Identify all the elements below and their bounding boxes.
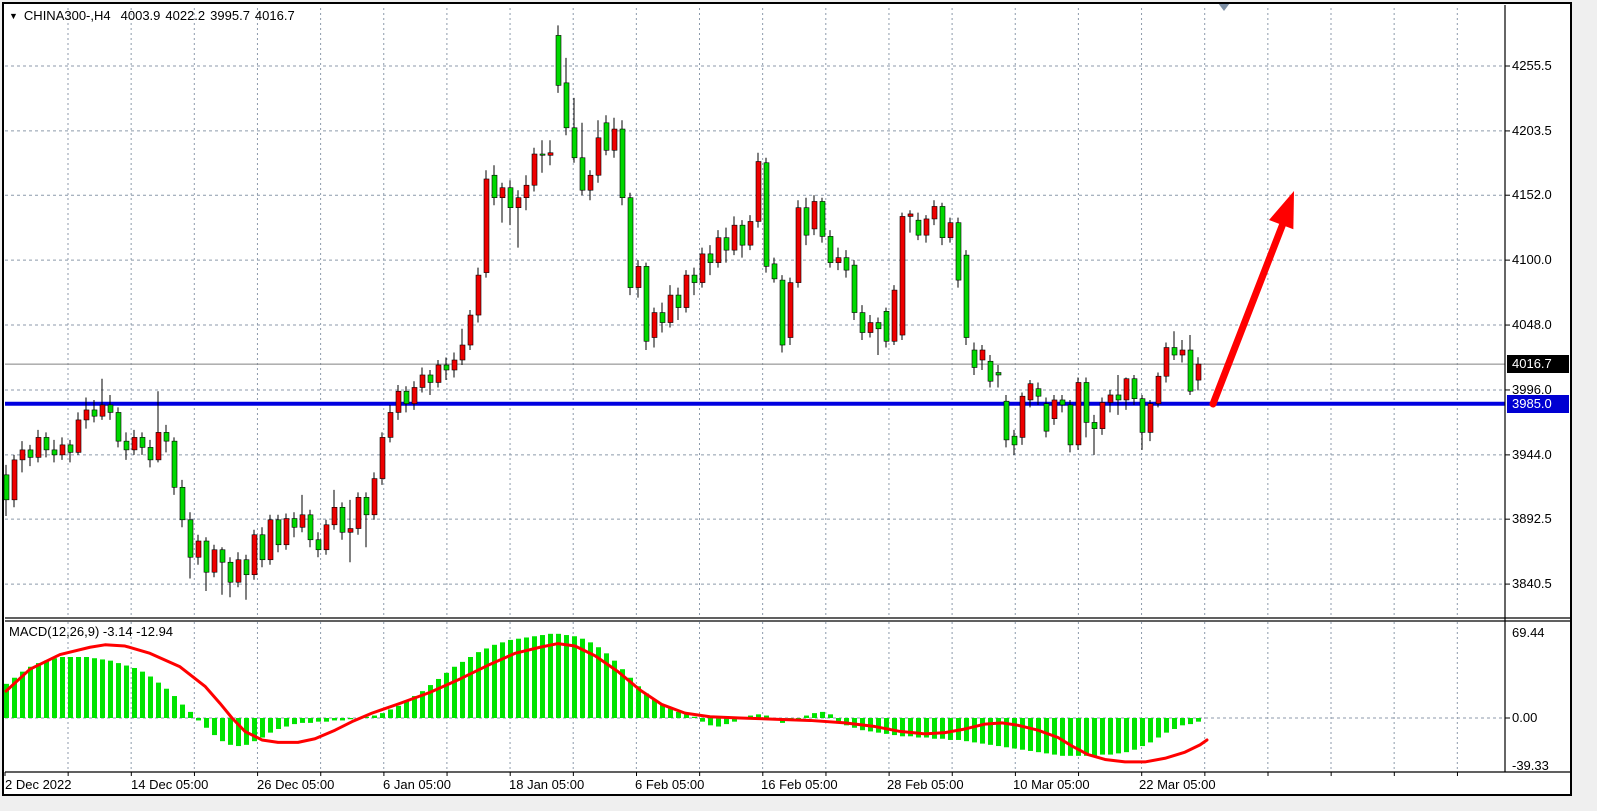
open-value: 4003.9 bbox=[120, 8, 161, 23]
current-price-badge: 4016.7 bbox=[1507, 355, 1569, 373]
level-price-badge: 3985.0 bbox=[1507, 395, 1569, 413]
macd-signal-line bbox=[4, 642, 1209, 764]
macd-axis-label: 0.00 bbox=[1512, 710, 1538, 725]
time-axis-label: 26 Dec 05:00 bbox=[257, 777, 335, 792]
price-axis-label: 3892.5 bbox=[1512, 511, 1552, 527]
time-axis-label: 10 Mar 05:00 bbox=[1013, 777, 1090, 792]
chart-background bbox=[4, 4, 1571, 794]
time-axis-label: 28 Feb 05:00 bbox=[887, 777, 964, 792]
candlestick-series bbox=[3, 25, 1202, 600]
time-axis-label: 16 Feb 05:00 bbox=[761, 777, 838, 792]
macd-axis-label: 69.44 bbox=[1512, 625, 1545, 641]
close-value: 4016.7 bbox=[254, 8, 295, 23]
price-axis-label: 4255.5 bbox=[1512, 58, 1552, 73]
macd-indicator-label: MACD(12,26,9) -3.14 -12.94 bbox=[9, 624, 174, 639]
price-axis-label: 4100.0 bbox=[1512, 252, 1552, 268]
time-axis-label: 14 Dec 05:00 bbox=[131, 777, 209, 792]
price-axis-label: 4048.0 bbox=[1512, 317, 1552, 333]
price-axis-label: 3840.5 bbox=[1512, 576, 1552, 592]
chart-shift-marker-icon[interactable] bbox=[1218, 3, 1230, 11]
panel-borders bbox=[4, 5, 1571, 776]
price-axis-label: 3996.0 bbox=[1512, 381, 1552, 397]
price-axis-label: 4203.5 bbox=[1512, 122, 1552, 138]
price-axis-label: 3944.0 bbox=[1512, 446, 1552, 462]
time-axis-label: 2 Dec 2022 bbox=[5, 777, 72, 792]
low-value: 3995.7 bbox=[210, 8, 250, 23]
time-axis-label: 6 Jan 05:00 bbox=[383, 777, 451, 792]
symbol-dropdown-icon[interactable]: ▼ bbox=[9, 11, 18, 21]
macd-axis-label: -39.33 bbox=[1512, 757, 1549, 773]
chart-title: ▼ CHINA300-,H4 4003.9 4022.2 3995.7 4016.7 bbox=[9, 8, 300, 24]
macd-histogram bbox=[4, 633, 1201, 756]
time-axis-label: 18 Jan 05:00 bbox=[509, 777, 585, 792]
time-axis-label: 22 Mar 05:00 bbox=[1139, 777, 1216, 792]
high-value: 4022.2 bbox=[165, 8, 206, 23]
symbol-period-label: CHINA300-,H4 bbox=[23, 8, 111, 23]
time-axis-label: 6 Feb 05:00 bbox=[635, 777, 705, 792]
grid-lines bbox=[5, 8, 1505, 770]
price-axis-label: 4152.0 bbox=[1512, 187, 1552, 203]
trend-arrow[interactable] bbox=[1209, 191, 1294, 408]
